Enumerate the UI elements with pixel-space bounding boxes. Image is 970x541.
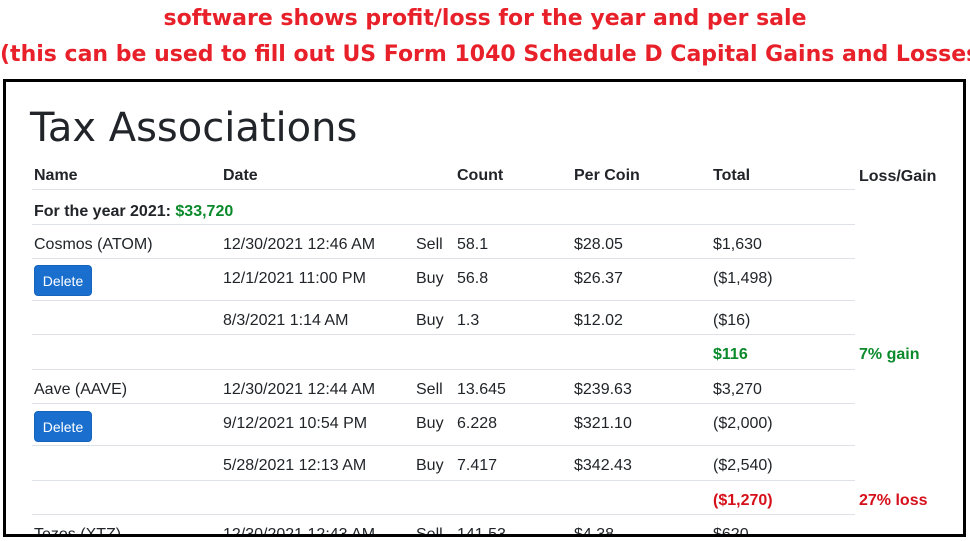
caption-line-1: software shows profit/loss for the year … — [163, 6, 807, 31]
asset-name: Tezos (XTZ) — [34, 526, 122, 537]
row-count: 7.417 — [457, 457, 498, 474]
row-date: 12/30/2021 12:46 AM — [223, 236, 376, 253]
row-per-coin: $4.38 — [574, 526, 615, 537]
table-rule — [32, 300, 855, 301]
col-header-total: Total — [713, 167, 751, 184]
row-count: 6.228 — [457, 415, 498, 432]
row-count: 56.8 — [457, 270, 489, 287]
row-type: Buy — [416, 415, 444, 432]
row-per-coin: $26.37 — [574, 270, 623, 287]
year-summary-label: For the year 2021: — [34, 203, 171, 220]
col-header-date: Date — [223, 167, 258, 184]
row-type: Sell — [416, 236, 443, 253]
table-rule — [32, 369, 855, 370]
group-subtotal: ($1,270) — [713, 492, 773, 509]
row-type: Sell — [416, 526, 443, 537]
row-total: ($2,000) — [713, 415, 773, 432]
row-type: Buy — [416, 457, 444, 474]
table-rule — [32, 445, 855, 446]
row-per-coin: $321.10 — [574, 415, 632, 432]
col-header-count: Count — [457, 167, 504, 184]
row-per-coin: $12.02 — [574, 312, 623, 329]
asset-name: Aave (AAVE) — [34, 381, 128, 398]
row-total: ($2,540) — [713, 457, 773, 474]
row-date: 12/30/2021 12:43 AM — [223, 526, 376, 537]
col-header-name: Name — [34, 167, 78, 184]
row-total: ($1,498) — [713, 270, 773, 287]
row-total: $1,630 — [713, 236, 762, 253]
page-title: Tax Associations — [30, 105, 358, 151]
row-date: 8/3/2021 1:14 AM — [223, 312, 349, 329]
table-rule — [32, 514, 855, 515]
caption-line-2: (this can be used to fill out US Form 10… — [0, 42, 970, 67]
col-header-per-coin: Per Coin — [574, 167, 640, 184]
col-header-loss-gain: Loss/Gain — [859, 168, 937, 185]
table-rule — [32, 189, 855, 190]
table-rule — [32, 480, 855, 481]
asset-name: Cosmos (ATOM) — [34, 236, 153, 253]
delete-button[interactable]: Delete — [34, 411, 92, 442]
row-total: $620 — [713, 526, 749, 537]
row-type: Buy — [416, 270, 444, 287]
row-count: 141.53 — [457, 526, 506, 537]
table-rule — [32, 403, 855, 404]
group-subtotal: $116 — [713, 346, 748, 363]
table-rule — [32, 334, 855, 335]
row-date: 12/30/2021 12:44 AM — [223, 381, 376, 398]
row-total: $3,270 — [713, 381, 762, 398]
year-summary: For the year 2021: $33,720 — [34, 203, 233, 221]
row-per-coin: $28.05 — [574, 236, 623, 253]
row-per-coin: $239.63 — [574, 381, 632, 398]
table-rule — [32, 258, 855, 259]
row-total: ($16) — [713, 312, 751, 329]
table-rule — [32, 224, 855, 225]
row-count: 58.1 — [457, 236, 489, 253]
row-date: 5/28/2021 12:13 AM — [223, 457, 367, 474]
row-date: 12/1/2021 11:00 PM — [223, 270, 366, 287]
year-summary-amount: $33,720 — [175, 203, 234, 220]
row-type: Buy — [416, 312, 444, 329]
row-count: 1.3 — [457, 312, 480, 329]
delete-button[interactable]: Delete — [34, 265, 92, 296]
group-result: 7% gain — [859, 346, 920, 363]
row-count: 13.645 — [457, 381, 506, 398]
row-type: Sell — [416, 381, 443, 398]
row-per-coin: $342.43 — [574, 457, 632, 474]
screenshot-frame: Tax Associations Name Date Count Per Coi… — [3, 79, 966, 537]
group-result: 27% loss — [859, 492, 928, 509]
row-date: 9/12/2021 10:54 PM — [223, 415, 368, 432]
